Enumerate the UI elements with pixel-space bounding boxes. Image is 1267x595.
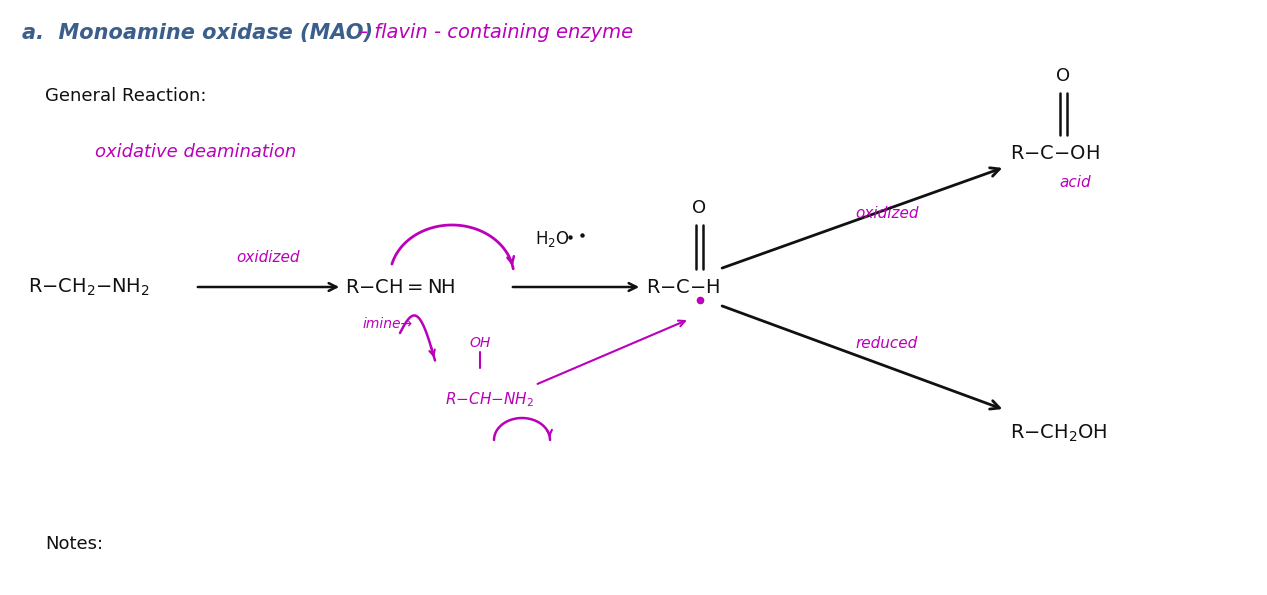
Text: H$_2$O: H$_2$O: [535, 229, 569, 249]
Text: R$-$CH$_2$OH: R$-$CH$_2$OH: [1010, 422, 1107, 444]
Text: reduced: reduced: [855, 336, 917, 350]
Text: O: O: [1057, 67, 1071, 85]
Text: R$-$CH$_2$$-$NH$_2$: R$-$CH$_2$$-$NH$_2$: [28, 276, 150, 298]
Text: R$-$CH$=$NH: R$-$CH$=$NH: [345, 277, 456, 296]
Text: oxidized: oxidized: [237, 250, 300, 265]
Text: R$-$CH$-$NH$_2$: R$-$CH$-$NH$_2$: [445, 390, 533, 409]
Text: General Reaction:: General Reaction:: [46, 87, 207, 105]
Text: a.  Monoamine oxidase (MAO): a. Monoamine oxidase (MAO): [22, 23, 372, 43]
Text: Notes:: Notes:: [46, 535, 103, 553]
Text: O: O: [693, 199, 707, 217]
Text: R$-$C$-$OH: R$-$C$-$OH: [1010, 143, 1100, 162]
Text: acid: acid: [1059, 175, 1091, 190]
Text: oxidative deamination: oxidative deamination: [95, 143, 296, 161]
Text: oxidized: oxidized: [855, 205, 919, 221]
Text: imine→: imine→: [364, 317, 413, 331]
Text: OH: OH: [469, 336, 490, 350]
Text: R$-$C$-$H: R$-$C$-$H: [646, 277, 721, 296]
Text: – flavin - containing enzyme: – flavin - containing enzyme: [352, 23, 634, 42]
